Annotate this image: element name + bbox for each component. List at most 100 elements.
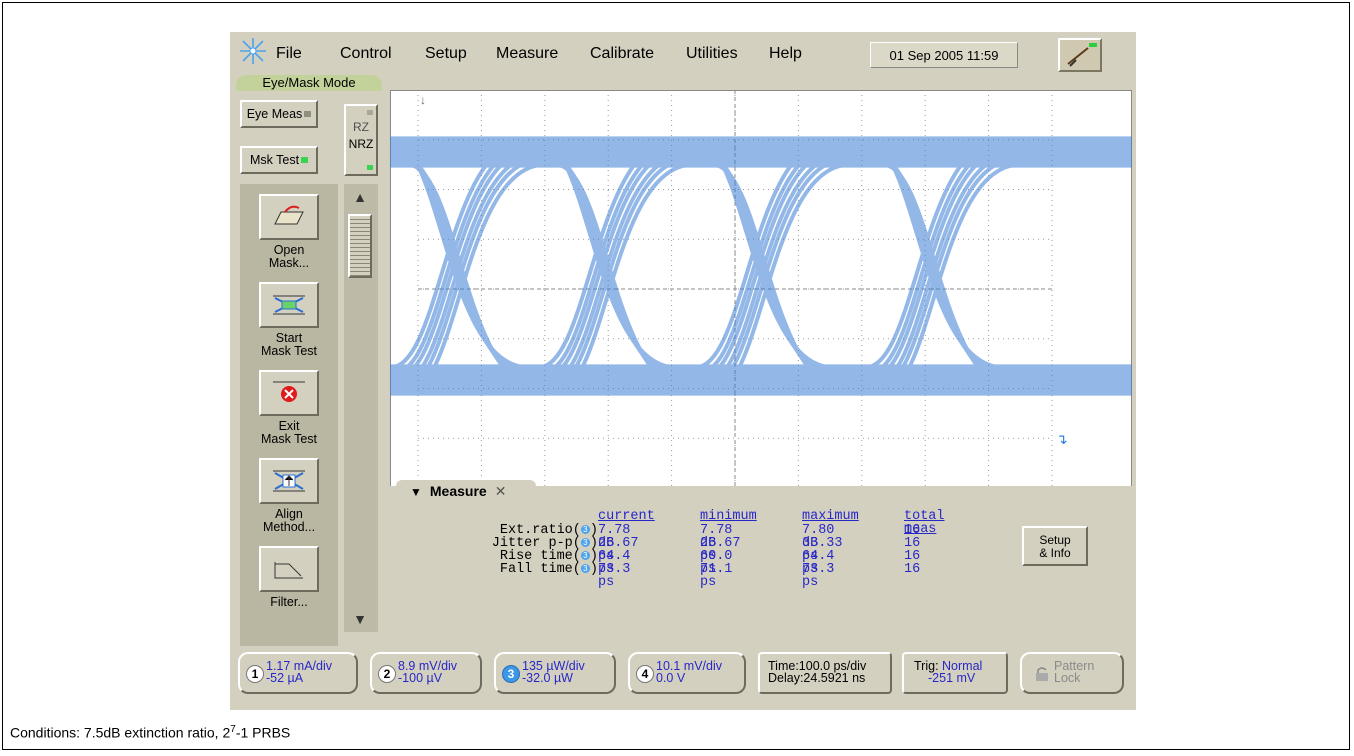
setup-label: Setup <box>1039 533 1071 547</box>
tool-label-2: Mask Test <box>260 344 318 358</box>
channel-number: 1 <box>246 665 264 683</box>
channel-scale: 10.1 mV/div <box>656 659 723 673</box>
maximum-value: 7.80 dB <box>802 523 835 551</box>
maximum-value: 33.33 ps <box>802 536 843 564</box>
eye-meas-button[interactable]: Eye Meas <box>240 100 318 128</box>
pattern-lock-button[interactable]: Pattern Lock <box>1020 652 1124 694</box>
caption-exponent: 7 <box>230 724 236 735</box>
time-per-div: Time:100.0 ps/div <box>768 659 867 673</box>
date-time-display: 01 Sep 2005 11:59 <box>870 42 1018 68</box>
current-value: 64.4 ps <box>598 549 631 577</box>
tool-label-2: Mask Test <box>260 432 318 446</box>
trigger-level: -251 mV <box>928 671 976 685</box>
mask-test-label: Msk Test <box>249 153 300 167</box>
channel-4-button[interactable]: 4 10.1 mV/div 0.0 V <box>628 652 746 694</box>
quick-measure-button[interactable] <box>1058 38 1102 72</box>
eye-trace-band <box>553 162 696 395</box>
scroll-up-icon[interactable]: ▲ <box>353 189 367 205</box>
close-icon[interactable]: ✕ <box>494 483 507 499</box>
eye-trace-band <box>405 162 548 395</box>
time-marker-icon: ↓ <box>420 93 426 107</box>
exit-mask-test-button[interactable]: Exit Mask Test <box>248 370 330 446</box>
trigger-button[interactable]: Trig: Normal -251 mV <box>902 652 1008 694</box>
current-value: 73.3 ps <box>598 562 631 590</box>
start-mask-test-button[interactable]: Start Mask Test <box>248 282 330 358</box>
eye-diagram-graticule: ↓↴ <box>390 90 1132 488</box>
current-value: 26.67 ps <box>598 536 639 564</box>
align-icon <box>259 458 319 504</box>
eye-trace-band <box>710 162 853 395</box>
tool-label-1: Start <box>275 331 303 345</box>
menu-setup[interactable]: Setup <box>425 45 467 62</box>
chevron-down-icon[interactable]: ▼ <box>410 485 422 499</box>
measurement-label: Fall time(3) <box>499 562 598 577</box>
channel-offset: -52 µA <box>266 671 304 685</box>
channel-scale: 1.17 mA/div <box>266 659 333 673</box>
rz-nrz-toggle[interactable]: RZ NRZ <box>344 104 378 176</box>
scroll-thumb[interactable] <box>348 214 372 278</box>
total-meas-value: 16 <box>904 549 921 564</box>
channel-3-icon: 3 <box>580 524 590 534</box>
total-meas-value: 16 <box>904 536 921 551</box>
tool-label-2: Mask... <box>268 256 310 270</box>
eye-meas-label: Eye Meas <box>246 107 303 121</box>
led-off-icon <box>304 111 312 117</box>
rz-label: RZ <box>353 120 369 134</box>
delay: Delay:24.5921 ns <box>768 671 866 685</box>
eye-trace-band <box>880 162 1023 395</box>
maximum-value: 73.3 ps <box>802 562 835 590</box>
minimum-value: 7.78 dB <box>700 523 733 551</box>
channel-offset: -32.0 µW <box>522 671 573 685</box>
channel-number: 4 <box>636 665 654 683</box>
total-meas-value: 16 <box>904 523 921 538</box>
setup-info-button[interactable]: Setup & Info <box>1022 526 1088 566</box>
open-mask-button[interactable]: Open Mask... <box>248 194 330 270</box>
menu-utilities[interactable]: Utilities <box>686 45 738 62</box>
tool-label-1: Open <box>273 243 305 257</box>
channel-offset: -100 µV <box>398 671 443 685</box>
scroll-down-icon[interactable]: ▼ <box>353 611 367 627</box>
oscilloscope-window: File Control Setup Measure Calibrate Uti… <box>230 32 1136 710</box>
current-value: 7.78 dB <box>598 523 631 551</box>
tool-label-1: Align <box>275 507 303 521</box>
menu-help[interactable]: Help <box>769 45 802 62</box>
measure-title: Measure <box>429 483 487 499</box>
channel-3-icon: 3 <box>580 537 590 547</box>
menu-file[interactable]: File <box>276 45 302 62</box>
mask-test-button[interactable]: Msk Test <box>240 146 318 174</box>
led-on-icon <box>367 165 373 170</box>
menu-measure[interactable]: Measure <box>496 45 559 62</box>
maximum-value: 64.4 ps <box>802 549 835 577</box>
mode-tab[interactable]: Eye/Mask Mode <box>236 75 382 91</box>
menu-control[interactable]: Control <box>340 45 392 62</box>
channel-3-icon: 3 <box>580 563 590 573</box>
trigger-level-icon: ↴ <box>1056 431 1068 447</box>
menu-calibrate[interactable]: Calibrate <box>590 45 655 62</box>
tool-scrollbar[interactable]: ▲ ▼ <box>344 184 378 632</box>
eye-diagram-display[interactable]: ↓ ↴ <box>390 90 1132 488</box>
open-folder-icon <box>259 194 319 240</box>
minimum-value: 26.67 ps <box>700 536 741 564</box>
trigger-label: Trig: <box>914 659 943 673</box>
measurement-label: Rise time(3) <box>499 549 598 564</box>
channel-number: 3 <box>502 665 520 683</box>
agilent-logo-icon <box>240 38 266 64</box>
lock-label: Lock <box>1054 671 1081 685</box>
timebase-button[interactable]: Time:100.0 ps/div Delay:24.5921 ns <box>758 652 892 694</box>
channel-3-button[interactable]: 3 135 µW/div -32.0 µW <box>494 652 616 694</box>
stop-icon <box>259 370 319 416</box>
probe-icon <box>1067 47 1089 67</box>
channel-1-button[interactable]: 1 1.17 mA/div -52 µA <box>238 652 358 694</box>
menu-bar: File Control Setup Measure Calibrate Uti… <box>230 32 1136 76</box>
tool-label-2: Method... <box>262 520 316 534</box>
status-led-icon <box>1089 43 1097 47</box>
pattern-label: Pattern <box>1054 659 1095 673</box>
led-on-icon <box>301 157 309 163</box>
measure-panel: ▼ Measure ✕ current minimum maximum total … <box>390 480 1132 628</box>
align-method-button[interactable]: Align Method... <box>248 458 330 534</box>
channel-2-button[interactable]: 2 8.9 mV/div -100 µV <box>370 652 482 694</box>
measure-tab[interactable]: ▼ Measure ✕ <box>396 480 536 502</box>
mask-tool-panel: Open Mask... Start Mask Test Exit Mask T… <box>240 184 338 646</box>
filter-button[interactable]: Filter... <box>248 546 330 609</box>
total-meas-value: 16 <box>904 562 921 577</box>
